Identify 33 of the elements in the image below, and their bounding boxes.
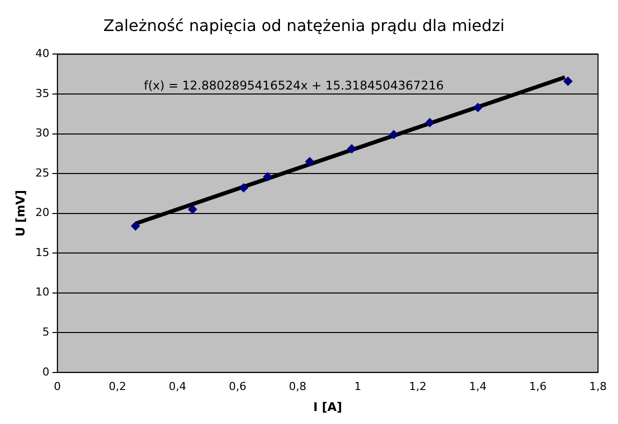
- point: [563, 76, 572, 86]
- y-tick-label: 25: [35, 166, 50, 180]
- point: [188, 204, 198, 214]
- y-tick-label: 15: [35, 246, 50, 259]
- point: [263, 172, 272, 182]
- point: [425, 118, 434, 128]
- y-tick-label: 20: [35, 206, 50, 220]
- x-tick-label: 1,8: [589, 380, 607, 393]
- y-tick-label: 5: [42, 325, 50, 338]
- point: [239, 183, 248, 192]
- y-axis-title: U [mV]: [13, 190, 28, 237]
- y-tick-label: 10: [35, 286, 50, 299]
- x-tick-label: 1,4: [469, 380, 487, 393]
- annotation: f(x) = 12.8802895416524x + 15.3184504367216: [144, 78, 444, 92]
- point: [473, 103, 482, 112]
- x-tick-label: 0: [54, 380, 61, 393]
- x-tick-label: 0,4: [168, 380, 186, 393]
- x-tick-label: 0,2: [108, 380, 126, 393]
- x-tick-label: 1: [354, 380, 362, 393]
- point: [347, 144, 356, 154]
- x-tick-label: 0,6: [228, 380, 246, 393]
- y-tick-label: 30: [35, 126, 50, 140]
- y-tick-label: 35: [35, 86, 50, 100]
- y-tick-label: 40: [35, 47, 50, 60]
- y-tick-label: 0: [42, 365, 50, 378]
- point: [389, 130, 398, 140]
- x-tick-label: 1,2: [409, 380, 427, 393]
- x-axis-title: I [A]: [313, 400, 342, 414]
- point: [305, 157, 314, 166]
- chart-title: Zależność napięcia od natężenia prądu dla miedzi: [103, 16, 505, 35]
- x-tick-label: 1,6: [529, 380, 547, 393]
- x-tick-label: 0,8: [288, 380, 306, 393]
- point: [130, 222, 140, 231]
